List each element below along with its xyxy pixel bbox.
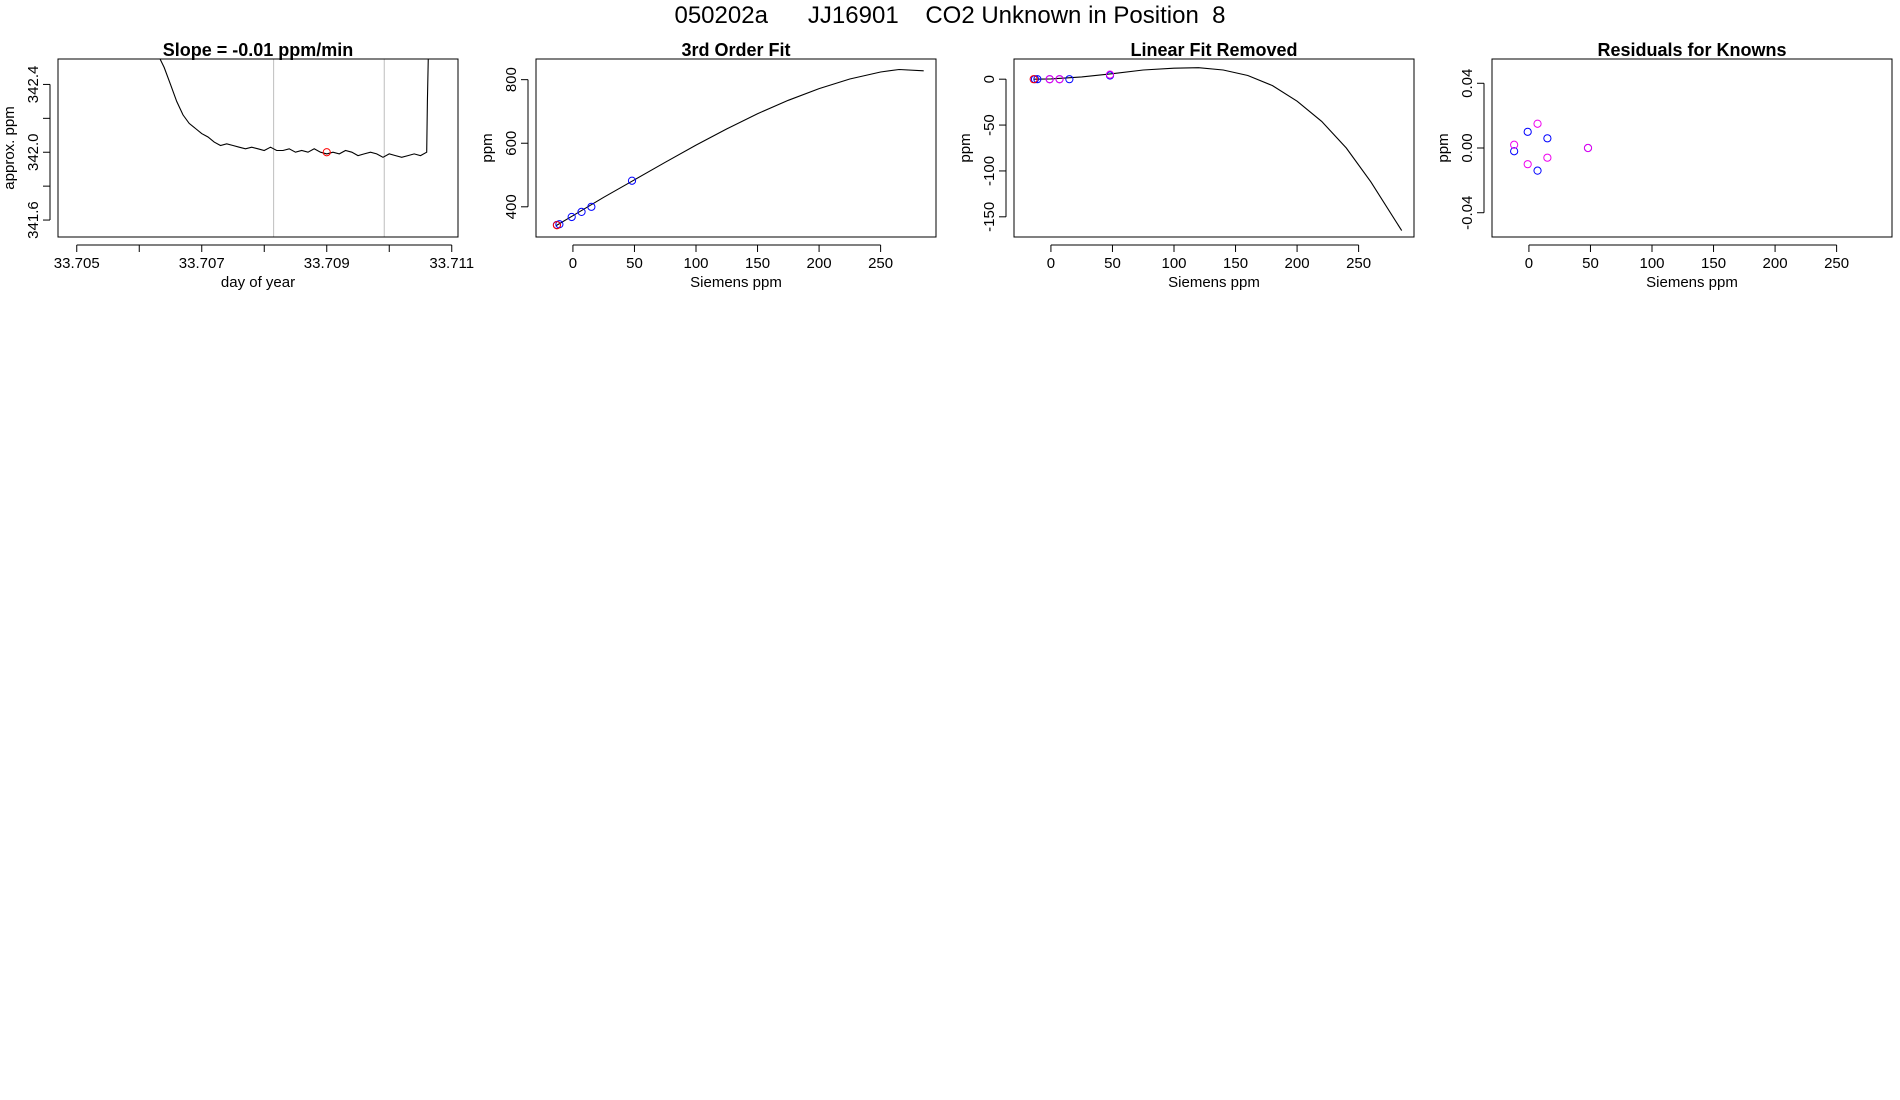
y-tick-label: -0.04 [1459,196,1476,230]
x-tick-label: 200 [807,255,832,272]
y-tick-label: 0.00 [1459,133,1476,162]
y-tick-label: 342.4 [25,66,42,104]
chart-panel-3: 0 50 100 150 200 250 -150 -100 -50 0 Linear Fit Re… [957,40,1415,291]
x-tick-label: 100 [1161,255,1186,272]
x-tick-label: 250 [1346,255,1371,272]
x-tick-label: 150 [1223,255,1248,272]
x-tick-label: 100 [683,255,708,272]
data-point [1583,143,1593,153]
data-point [322,148,331,157]
plot-area [159,59,429,237]
y-axis-label: ppm [1435,133,1452,162]
x-tick-label: 50 [626,255,643,272]
x-tick-label: 0 [1047,255,1055,272]
x-tick-label: 0 [1525,255,1533,272]
x-axis-label: Siemens ppm [690,274,782,291]
x-tick-label: 150 [1701,255,1726,272]
x-tick-label: 250 [1824,255,1849,272]
data-point [1533,166,1542,175]
data-point [1523,160,1532,169]
y-tick-label: 600 [503,131,520,156]
y-tick-label: 342.0 [25,133,42,171]
fit-curve [555,68,924,227]
plot-area [1510,119,1593,175]
x-tick-label: 50 [1104,255,1121,272]
chart-title: Slope = -0.01 ppm/min [163,40,354,60]
data-point [577,207,586,216]
data-point [1510,147,1519,156]
x-tick-label: 33.709 [304,255,350,272]
y-tick-label: 800 [503,67,520,92]
data-point [1510,140,1519,149]
y-tick-label: 0.04 [1459,69,1476,98]
data-point [1523,127,1532,136]
chart-title: Residuals for Knowns [1597,40,1786,60]
plot-frame [535,58,937,238]
x-tick-label: 200 [1763,255,1788,272]
x-tick-label: 0 [569,255,577,272]
fit-curve [1033,67,1403,231]
plot-area [552,68,924,230]
x-tick-label: 150 [745,255,770,272]
data-point [587,202,596,211]
plot-frame [1491,58,1893,238]
chart-panel-1: 33.705 33.707 33.709 33.711 341.6 342.0 342.4 S… [1,40,474,291]
x-tick-label: 50 [1582,255,1599,272]
x-axis-label: Siemens ppm [1168,274,1260,291]
y-tick-label: 341.6 [25,201,42,239]
chart-panel-2: 0 50 100 150 200 250 400 600 800 3rd Order Fit Sie… [479,40,937,291]
y-tick-label: -150 [981,202,998,232]
y-axis-label: ppm [957,133,974,162]
x-tick-label: 250 [868,255,893,272]
y-tick-label: 400 [503,194,520,219]
chart-title: 3rd Order Fit [681,40,790,60]
y-tick-label: 0 [981,75,998,83]
x-tick-label: 33.711 [429,255,474,272]
x-tick-label: 33.705 [54,255,100,272]
x-tick-label: 100 [1639,255,1664,272]
y-axis-label: approx. ppm [1,106,18,189]
data-point [1045,75,1054,84]
x-axis-label: Siemens ppm [1646,274,1738,291]
data-point [1033,75,1042,84]
y-axis-label: ppm [479,133,496,162]
x-tick-label: 33.707 [179,255,225,272]
data-point [552,221,562,230]
data-point [627,176,637,185]
page-title: 050202a JJ16901 CO2 Unknown in Position … [674,2,1226,29]
plot-frame [57,58,459,238]
data-point [1065,75,1074,84]
series-line [159,59,429,158]
data-point [1543,153,1552,162]
y-tick-label: -50 [981,114,998,136]
data-point [567,212,576,222]
plot-frame [1013,58,1415,238]
data-point [1029,75,1038,84]
plot-area [1029,67,1403,231]
data-point [1055,75,1064,84]
x-tick-label: 200 [1285,255,1310,272]
y-tick-label: -100 [981,156,998,186]
data-point [1543,134,1552,143]
chart-title: Linear Fit Removed [1130,40,1297,60]
data-point [1533,119,1542,128]
x-axis-label: day of year [221,274,295,291]
data-point [1105,70,1115,79]
chart-panel-4: 0 50 100 150 200 250 -0.04 0.00 0.04 Residuals fo… [1435,40,1893,291]
